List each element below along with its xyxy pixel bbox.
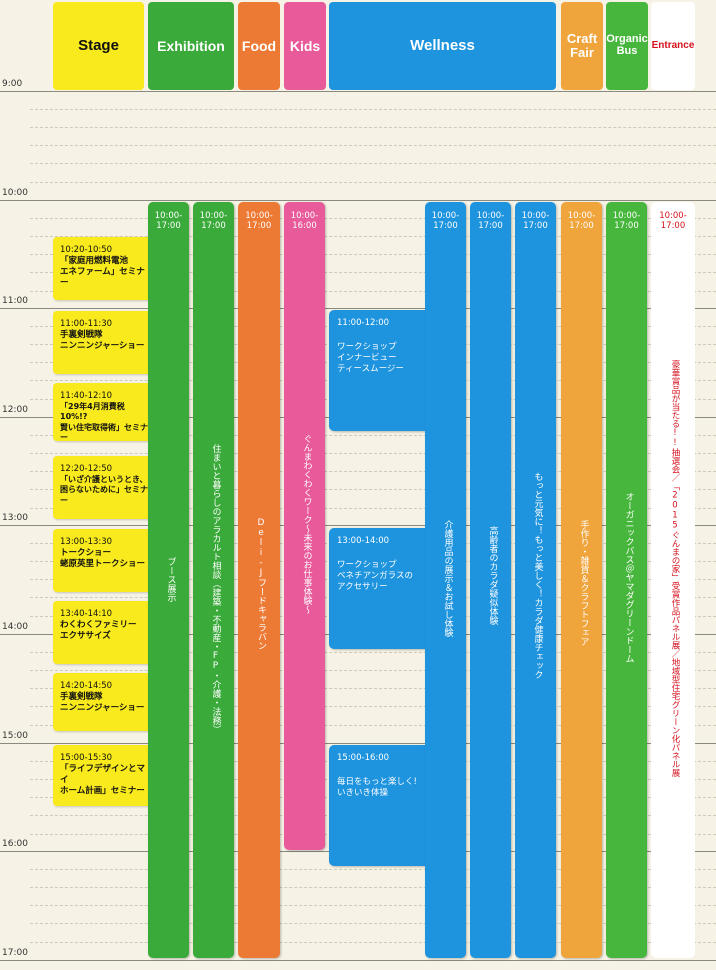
stage-event: 14:20-14:50 手裏剣戦隊 ニンニンジャーショー <box>53 673 157 731</box>
header-stage: Stage <box>53 2 144 90</box>
hour-line <box>0 308 716 309</box>
hour-label: 13:00 <box>2 513 28 523</box>
hour-label: 10:00 <box>2 188 28 198</box>
wellness-care-bar: 10:00- 17:00 介護用品の展示＆お試し体験 <box>425 202 466 958</box>
minor-line <box>30 291 716 292</box>
minor-line <box>30 869 716 870</box>
hour-label: 16:00 <box>2 839 28 849</box>
hour-line <box>0 743 716 744</box>
food-bar: 10:00- 17:00 Deli-Jフードキャラバン <box>238 202 280 958</box>
stage-event: 11:40-12:10 「29年4月消費税10%!? 賢い住宅取得術」セミナー <box>53 383 157 442</box>
minor-line <box>30 109 716 110</box>
stage-event: 11:00-11:30 手裏剣戦隊 ニンニンジャーショー <box>53 311 157 374</box>
minor-line <box>30 942 716 943</box>
workshop-event: 13:00-14:00 ワークショップ ベネチアンガラスの アクセサリー <box>329 528 437 649</box>
header-exhibition: Exhibition <box>148 2 234 90</box>
craft-fair-bar: 10:00- 17:00 手作り・雑貨＆クラフトフェア <box>561 202 602 958</box>
minor-line <box>30 688 716 689</box>
minor-line <box>30 236 716 237</box>
minor-line <box>30 905 716 906</box>
header-organic-bus: Organic Bus <box>606 2 648 90</box>
header-wellness: Wellness <box>329 2 556 90</box>
minor-line <box>30 435 716 436</box>
hour-label: 17:00 <box>2 948 28 958</box>
minor-line <box>30 254 716 255</box>
entrance-bar: 10:00- 17:00 豪華賞品が当たる!!抽選会／「2015ぐんまの家」受賞… <box>651 202 695 958</box>
exhibition-consult-bar: 10:00- 17:00 住まいと暮らしのアラカルト相談（建築・不動産・FP・介… <box>193 202 234 958</box>
hour-line <box>0 960 716 961</box>
wellness-health-bar: 10:00- 17:00 もっと元気に！もっと美しく！カラダ健康チェック <box>515 202 556 958</box>
wellness-elderly-bar: 10:00- 17:00 高齢者のカラダ疑似体験 <box>470 202 511 958</box>
minor-line <box>30 706 716 707</box>
workshop-event: 11:00-12:00 ワークショップ インナービュー ティースムージー <box>329 310 437 431</box>
header-food: Food <box>238 2 280 90</box>
minor-line <box>30 508 716 509</box>
workshop-event: 15:00-16:00 毎日をもっと楽しく! いきいき体操 <box>329 745 437 866</box>
stage-event: 12:20-12:50 「いざ介護というとき、 困らないために」セミナー <box>53 456 157 519</box>
minor-line <box>30 163 716 164</box>
hour-line <box>0 525 716 526</box>
minor-line <box>30 453 716 454</box>
header-craft-fair: Craft Fair <box>561 2 603 90</box>
minor-line <box>30 725 716 726</box>
stage-event: 13:00-13:30 トークショー 蛯原英里トークショー <box>53 529 157 592</box>
hour-label: 15:00 <box>2 731 28 741</box>
hour-label: 14:00 <box>2 622 28 632</box>
minor-line <box>30 145 716 146</box>
hour-label: 9:00 <box>2 79 23 89</box>
minor-line <box>30 670 716 671</box>
minor-line <box>30 489 716 490</box>
kids-bar: 10:00- 16:00 ぐんまわくわくワーク〜未来のお仕事体験〜 <box>284 202 325 850</box>
hour-label: 12:00 <box>2 405 28 415</box>
minor-line <box>30 923 716 924</box>
minor-line <box>30 652 716 653</box>
minor-line <box>30 182 716 183</box>
header-kids: Kids <box>284 2 326 90</box>
organic-bus-bar: 10:00- 17:00 オーガニックバス＠ヤマダグリーンドーム <box>606 202 647 958</box>
minor-line <box>30 127 716 128</box>
minor-line <box>30 887 716 888</box>
stage-event: 15:00-15:30 「ライフデザインとマイ ホーム計画」セミナー <box>53 745 157 806</box>
hour-line <box>0 91 716 92</box>
minor-line <box>30 272 716 273</box>
minor-line <box>30 471 716 472</box>
stage-event: 10:20-10:50 「家庭用燃料電池 エネファーム」セミナー <box>53 237 157 300</box>
hour-label: 11:00 <box>2 296 28 306</box>
minor-line <box>30 218 716 219</box>
header-entrance: Entrance <box>651 2 695 90</box>
exhibition-booth-bar: 10:00- 17:00 ブース展示 <box>148 202 189 958</box>
hour-line <box>0 200 716 201</box>
stage-event: 13:40-14:10 わくわくファミリー エクササイズ <box>53 601 157 664</box>
